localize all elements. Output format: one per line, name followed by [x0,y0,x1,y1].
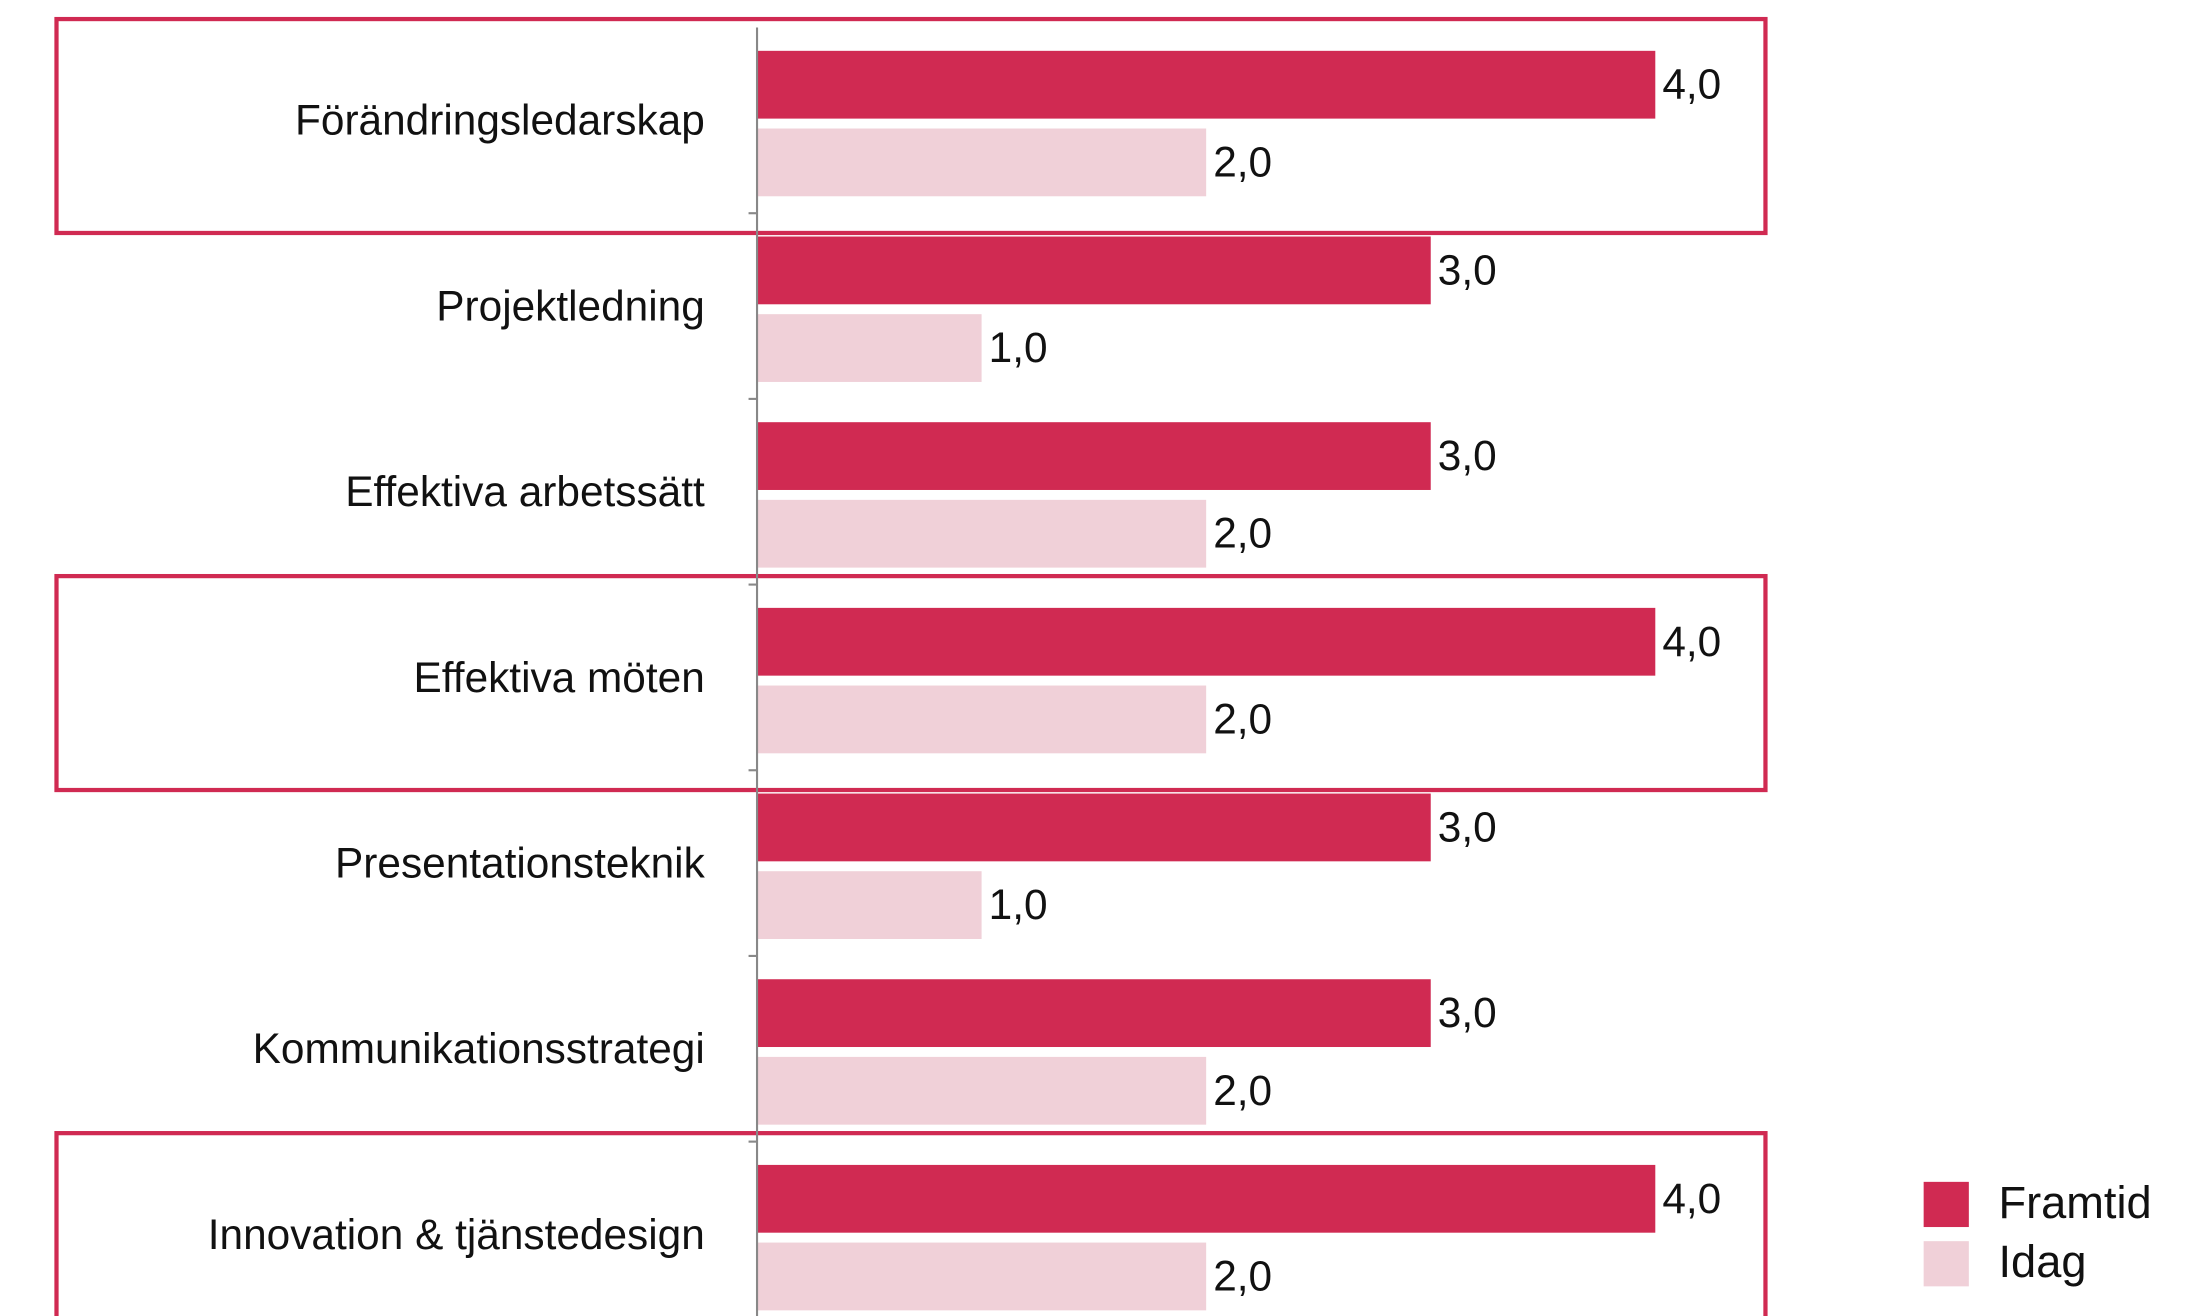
category-label: Effektiva möten [414,654,705,701]
bar [757,1242,1207,1311]
value-label: 2,0 [1213,695,1272,742]
bar [757,607,1656,676]
category-label: Förändringsledarskap [295,97,705,144]
bar [757,314,982,382]
bar [757,128,1207,197]
value-label: 1,0 [989,881,1048,928]
value-label: 2,0 [1213,138,1272,185]
value-label: 4,0 [1662,1175,1721,1222]
value-label: 2,0 [1213,1067,1272,1114]
legend-label: Framtid [1999,1177,2152,1228]
highlight-box [54,1131,1768,1316]
category-label: Projektledning [436,282,704,329]
value-label: 3,0 [1438,989,1497,1036]
bar [757,979,1431,1048]
category-label: Presentationsteknik [335,839,706,886]
bar [757,50,1656,119]
bar [757,1056,1207,1125]
category-label: Innovation & tjänstedesign [208,1211,705,1258]
bar [757,793,1431,862]
legend-label: Idag [1999,1236,2087,1287]
value-label: 3,0 [1438,803,1497,850]
value-label: 4,0 [1662,61,1721,108]
bar [757,499,1207,568]
bar [757,871,982,939]
bar [757,1164,1656,1233]
bar [757,236,1431,305]
value-label: 2,0 [1213,1252,1272,1299]
value-label: 3,0 [1438,246,1497,293]
highlight-box [54,16,1768,236]
value-label: 1,0 [989,324,1048,371]
value-label: 3,0 [1438,432,1497,479]
legend-swatch [1923,1241,1969,1287]
bar [757,422,1431,490]
legend-swatch [1923,1181,1969,1228]
highlight-box [54,573,1768,793]
category-label: Kommunikationsstrategi [253,1025,705,1072]
value-label: 4,0 [1662,618,1721,665]
bar [757,685,1207,754]
value-label: 2,0 [1213,510,1272,557]
category-label: Effektiva arbetssätt [345,468,705,515]
